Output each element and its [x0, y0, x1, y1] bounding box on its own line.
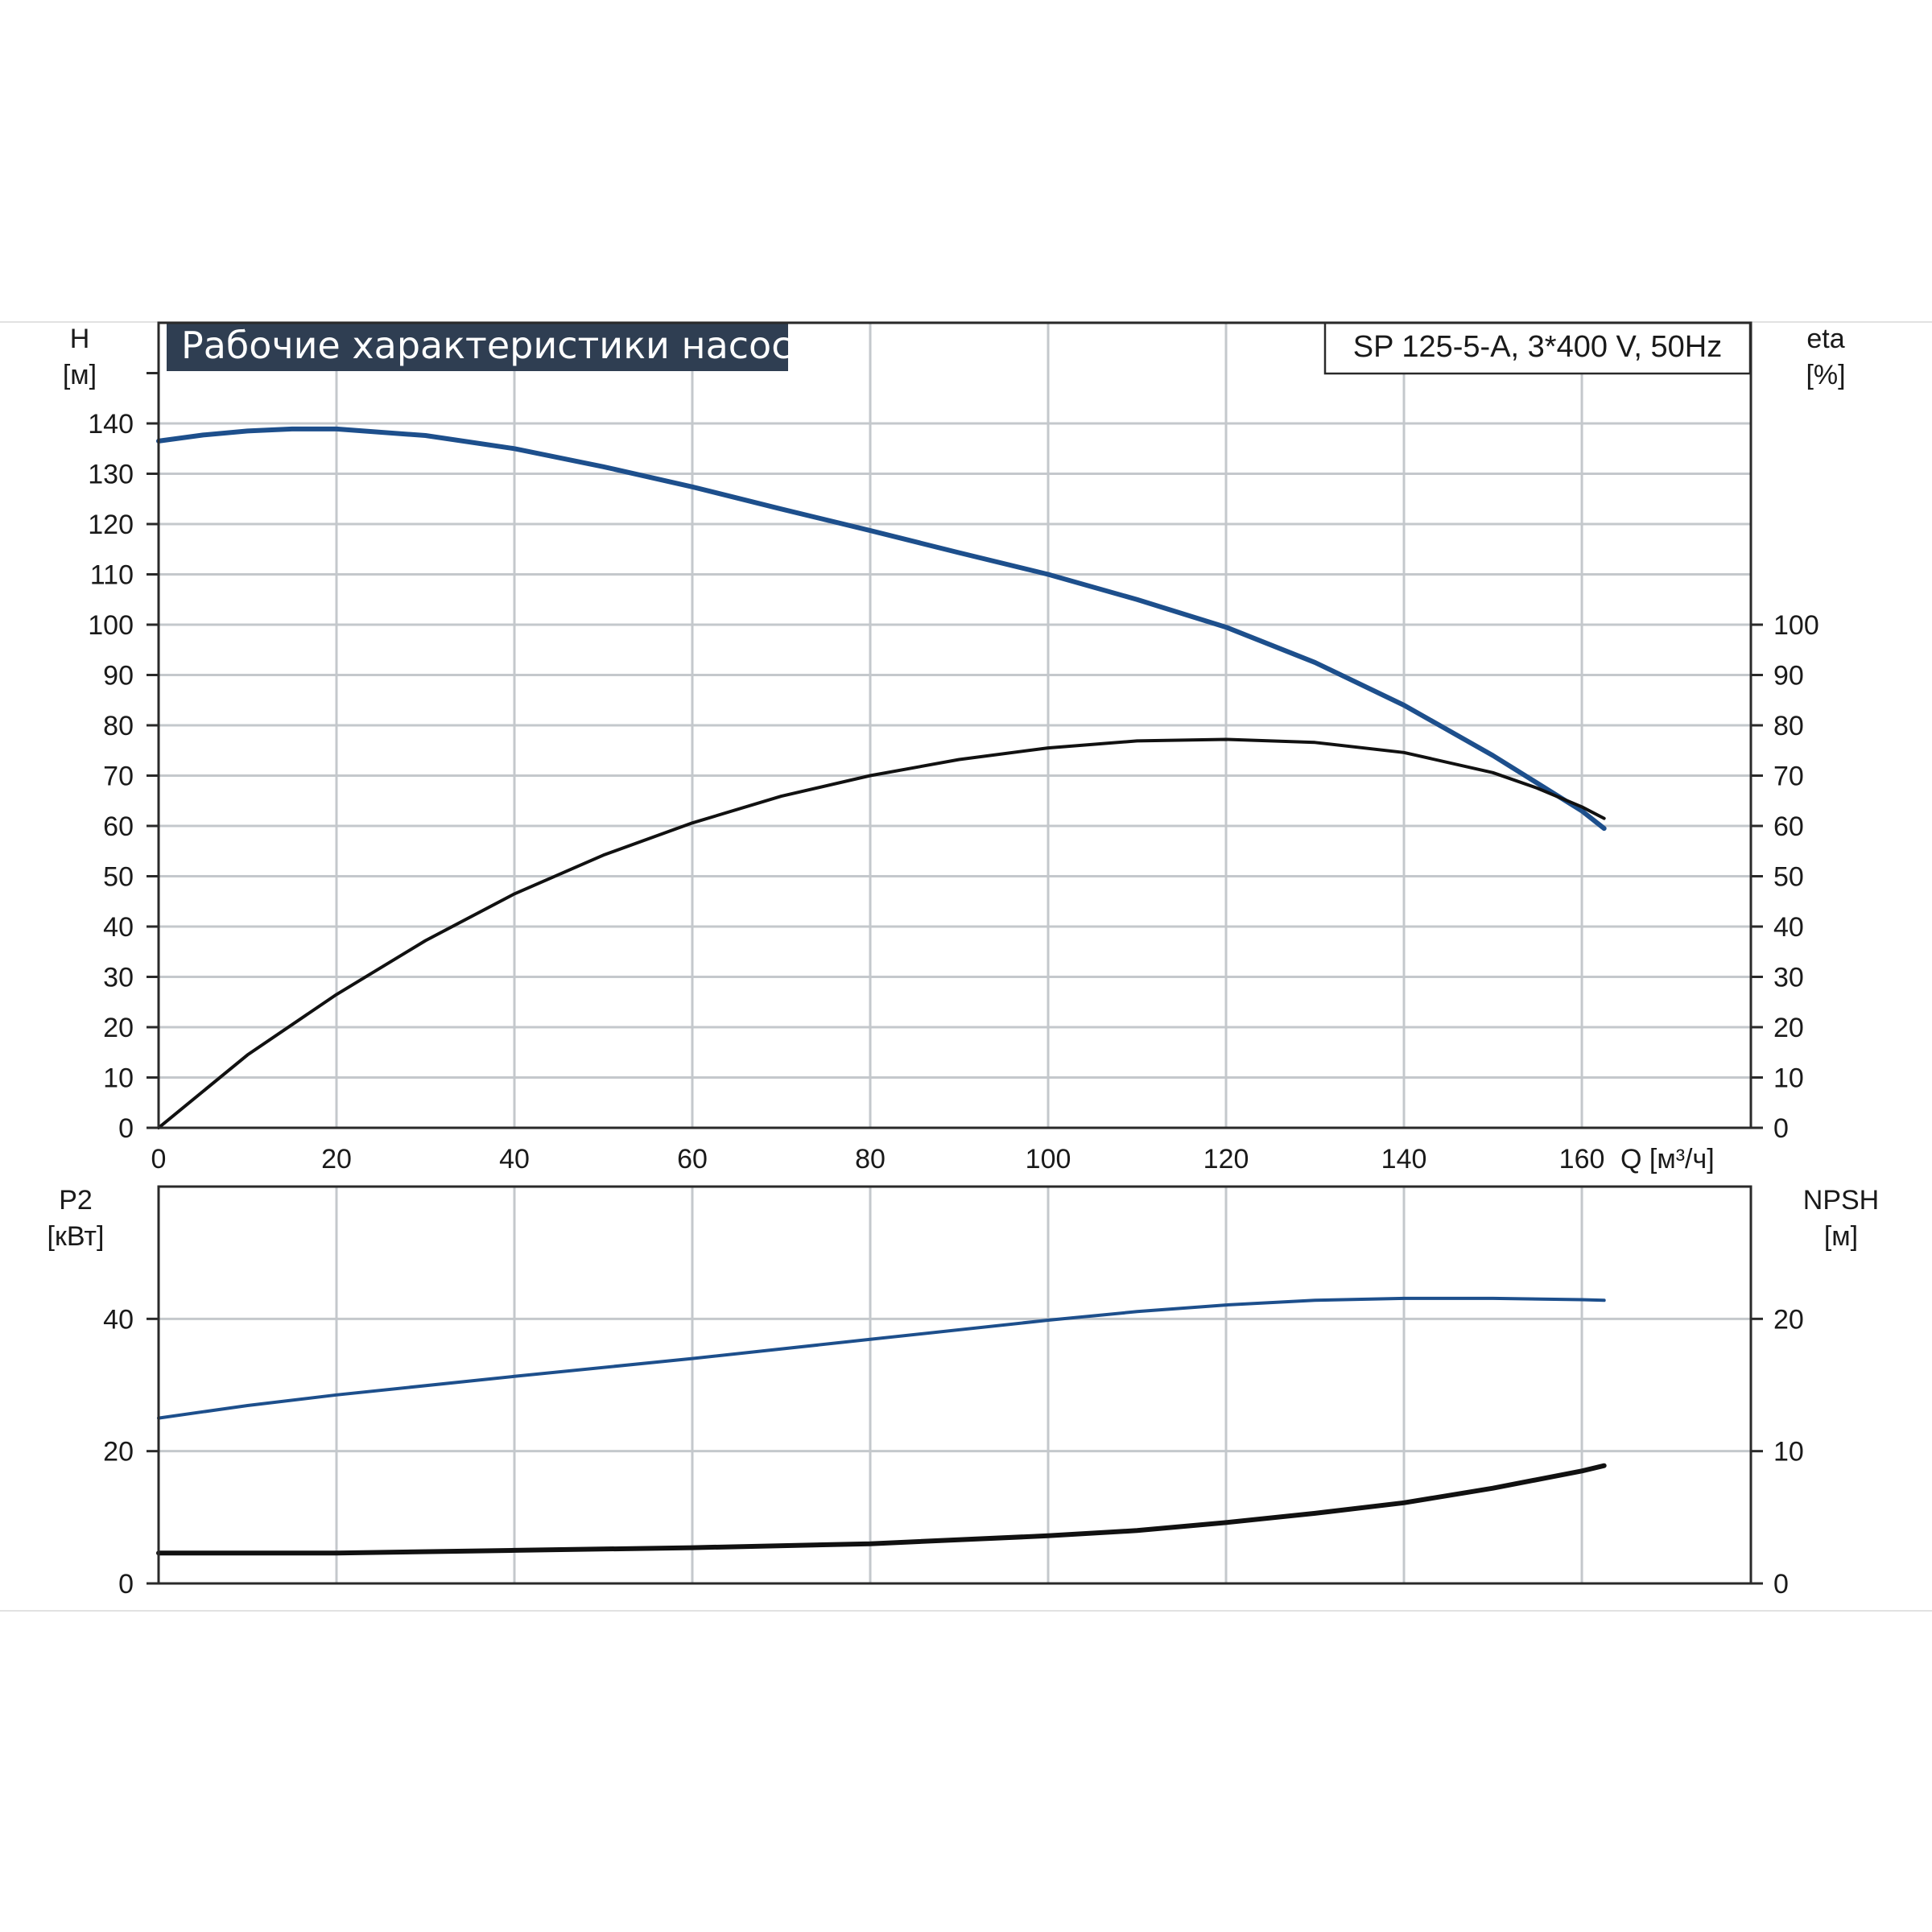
y-left-tick-label: 10 [103, 1063, 134, 1094]
bottom-series [156, 1296, 1607, 1556]
top-series [156, 426, 1607, 1129]
chart-title-box [167, 323, 788, 371]
y-left-tick-label: 120 [88, 510, 134, 540]
x-tick-label: 100 [1026, 1144, 1071, 1174]
y-right-tick-label: 50 [1773, 862, 1804, 893]
y-left-tick-label: 20 [103, 1437, 134, 1468]
top-grid [159, 323, 1751, 1128]
y-left-tick-label: 140 [88, 409, 134, 440]
y-right-tick-label: 20 [1773, 1013, 1804, 1043]
npsh-axis-name: NPSH [1803, 1185, 1879, 1216]
p2-axis-name: P2 [59, 1185, 93, 1216]
x-tick-label: 120 [1203, 1144, 1249, 1174]
top-series-line-1 [157, 737, 1606, 1129]
y-right-tick-label: 10 [1773, 1063, 1804, 1094]
x-tick-label: 60 [677, 1144, 708, 1174]
npsh-axis-unit: [м] [1824, 1221, 1858, 1252]
y-left-unit: [м] [63, 360, 97, 390]
top-right-ticks: 0 10 20 30 40 50 60 70 80 90 100 [1751, 610, 1819, 1144]
y-right-tick-label: 40 [1773, 912, 1804, 943]
top-series-line-0 [156, 426, 1607, 832]
y-left-tick-label: 90 [103, 661, 134, 691]
y-left-tick-label: 0 [118, 1569, 134, 1600]
x-tick-label: 0 [151, 1144, 167, 1174]
y-right-tick-label: 100 [1773, 610, 1819, 641]
y-right-tick-label: 30 [1773, 963, 1804, 993]
x-tick-labels: 0 20 40 60 80 100 120 140 160 [151, 1144, 1605, 1174]
y-left-tick-label: 30 [103, 963, 134, 993]
top-left-ticks: 0 10 20 30 40 50 60 70 80 90 100 110 120 130 140 [88, 372, 159, 1144]
model-label: SP 125-5-A, 3*400 V, 50Hz [1353, 330, 1722, 364]
chart-title: Рабочие характеристики насоса [181, 324, 815, 367]
x-tick-label: 20 [321, 1144, 352, 1174]
bottom-series-line-0 [157, 1296, 1606, 1420]
top-panel: 0 10 20 30 40 50 60 70 80 90 100 110 120 130 140 0 10 20… [63, 321, 1846, 1174]
y-left-tick-label: 80 [103, 711, 134, 741]
bottom-frame [157, 1185, 1752, 1585]
bottom-series-line-1 [156, 1463, 1607, 1556]
p2-axis-unit: [кВт] [47, 1221, 105, 1252]
y-left-tick-label: 50 [103, 862, 134, 893]
bottom-right-ticks: 0 10 20 [1751, 1304, 1804, 1600]
bottom-grid [159, 1187, 1751, 1583]
y-left-tick-label: 0 [118, 1113, 134, 1144]
y-right-tick-label: 0 [1773, 1113, 1789, 1144]
y-left-tick-label: 40 [103, 912, 134, 943]
y-left-tick-label: 60 [103, 811, 134, 842]
y-left-tick-label: 130 [88, 460, 134, 490]
y-left-tick-label: 20 [103, 1013, 134, 1043]
y-right-tick-label: 60 [1773, 811, 1804, 842]
top-frame [157, 321, 1752, 1129]
x-tick-label: 40 [499, 1144, 530, 1174]
bottom-panel: 0 20 40 0 10 20 P2 [кВт] NPSH [м] [47, 1185, 1880, 1600]
y-left-tick-label: 100 [88, 610, 134, 641]
x-axis-label: Q [м³/ч] [1620, 1144, 1715, 1174]
y-right-tick-label: 10 [1773, 1437, 1804, 1468]
x-tick-label: 80 [855, 1144, 886, 1174]
y-right-tick-label: 0 [1773, 1569, 1789, 1600]
x-tick-label: 140 [1381, 1144, 1427, 1174]
y-right-tick-label: 20 [1773, 1304, 1804, 1335]
y-left-tick-label: 110 [90, 560, 134, 591]
y-right-tick-label: 90 [1773, 661, 1804, 691]
y-left-tick-label: 70 [103, 762, 134, 792]
bottom-left-ticks: 0 20 40 [103, 1304, 159, 1600]
y-left-name: H [70, 324, 90, 354]
y-left-tick-label: 40 [103, 1304, 134, 1335]
y-right-name: eta [1806, 324, 1844, 354]
y-right-tick-label: 70 [1773, 762, 1804, 792]
y-right-unit: [%] [1806, 360, 1845, 390]
y-right-tick-label: 80 [1773, 711, 1804, 741]
x-tick-label: 160 [1559, 1144, 1605, 1174]
